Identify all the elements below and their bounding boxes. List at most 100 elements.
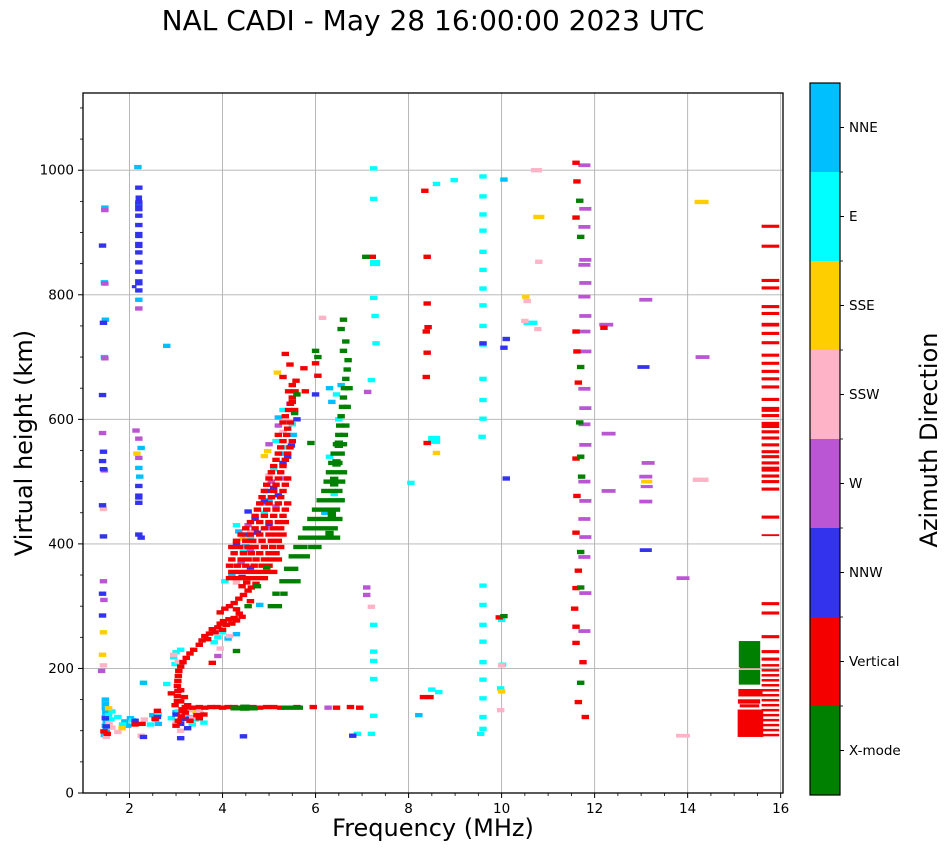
data-point [369, 649, 378, 654]
colorbar-title: Azimuth Direction [915, 332, 943, 548]
data-point [232, 618, 241, 623]
y-tick-label: 0 [65, 786, 74, 802]
data-point [274, 557, 283, 562]
data-point [321, 488, 329, 494]
data-point [101, 317, 110, 322]
data-point [176, 721, 185, 727]
y-axis-label: Virtual height (km) [10, 329, 38, 557]
data-point [279, 460, 287, 466]
data-point [260, 499, 269, 504]
data-point [578, 263, 591, 267]
data-point [332, 535, 341, 540]
data-point [293, 544, 301, 550]
data-point [323, 498, 331, 503]
data-point [172, 723, 180, 728]
data-point [108, 725, 116, 730]
data-point [265, 476, 273, 481]
data-point [244, 588, 252, 593]
data-point [256, 705, 264, 710]
data-point [267, 538, 276, 543]
data-point [332, 507, 341, 512]
x-tick-label: 14 [679, 801, 696, 817]
data-point [247, 585, 256, 590]
data-point [276, 445, 285, 450]
data-point [521, 318, 529, 324]
data-point [258, 538, 266, 543]
data-point [260, 544, 269, 550]
data-point [135, 260, 143, 265]
data-point [99, 466, 108, 472]
data-point [344, 357, 352, 363]
data-point [225, 563, 234, 568]
data-point [105, 721, 113, 726]
data-point [253, 507, 262, 512]
data-point [426, 694, 434, 700]
data-point [479, 267, 487, 273]
data-point [424, 324, 432, 330]
data-point [639, 548, 652, 552]
data-point [244, 557, 252, 562]
data-point [761, 718, 780, 722]
data-point [269, 544, 277, 550]
data-point [260, 575, 269, 581]
data-point [761, 341, 780, 345]
data-point [761, 480, 780, 484]
data-point [340, 432, 349, 438]
data-point [371, 313, 379, 319]
data-point [256, 501, 264, 506]
data-point [535, 259, 543, 264]
data-point [101, 697, 110, 702]
data-point [293, 579, 301, 584]
data-point [407, 480, 415, 486]
data-point [272, 551, 280, 556]
data-point [238, 614, 246, 619]
data-point [272, 457, 280, 462]
data-point [260, 453, 269, 459]
data-point [172, 650, 180, 655]
data-point [178, 707, 188, 714]
data-point [286, 362, 294, 367]
data-point [139, 734, 148, 740]
data-point [239, 575, 248, 581]
data-point [186, 718, 194, 723]
data-point [316, 526, 324, 531]
data-point [135, 288, 143, 293]
data-point [132, 428, 140, 433]
data-point [372, 341, 380, 346]
data-point [235, 611, 243, 616]
data-point [579, 443, 592, 447]
data-point [267, 495, 276, 500]
data-point [286, 579, 294, 584]
data-point [761, 728, 780, 732]
data-point [232, 607, 241, 612]
data-point [221, 606, 229, 611]
data-point [269, 526, 278, 531]
data-point [98, 503, 107, 508]
data-point [250, 706, 258, 711]
data-point [288, 395, 297, 400]
data-point [180, 694, 189, 700]
data-point [309, 526, 317, 531]
data-point [263, 565, 271, 570]
data-point [343, 367, 351, 372]
data-point [181, 716, 190, 722]
data-point [353, 731, 362, 737]
data-point [281, 445, 290, 450]
data-point [265, 473, 273, 478]
data-point [479, 602, 487, 608]
data-point [738, 669, 761, 685]
data-point [137, 445, 145, 451]
data-point [256, 519, 264, 525]
data-point [479, 416, 487, 421]
data-point [186, 707, 194, 713]
data-point [135, 231, 143, 239]
data-point [578, 329, 591, 334]
data-point [280, 591, 288, 596]
data-point [368, 254, 377, 259]
data-point [238, 584, 246, 589]
data-point [174, 673, 183, 679]
data-point [135, 532, 143, 537]
data-point [98, 392, 107, 398]
data-point [290, 407, 299, 413]
data-point [302, 554, 310, 559]
